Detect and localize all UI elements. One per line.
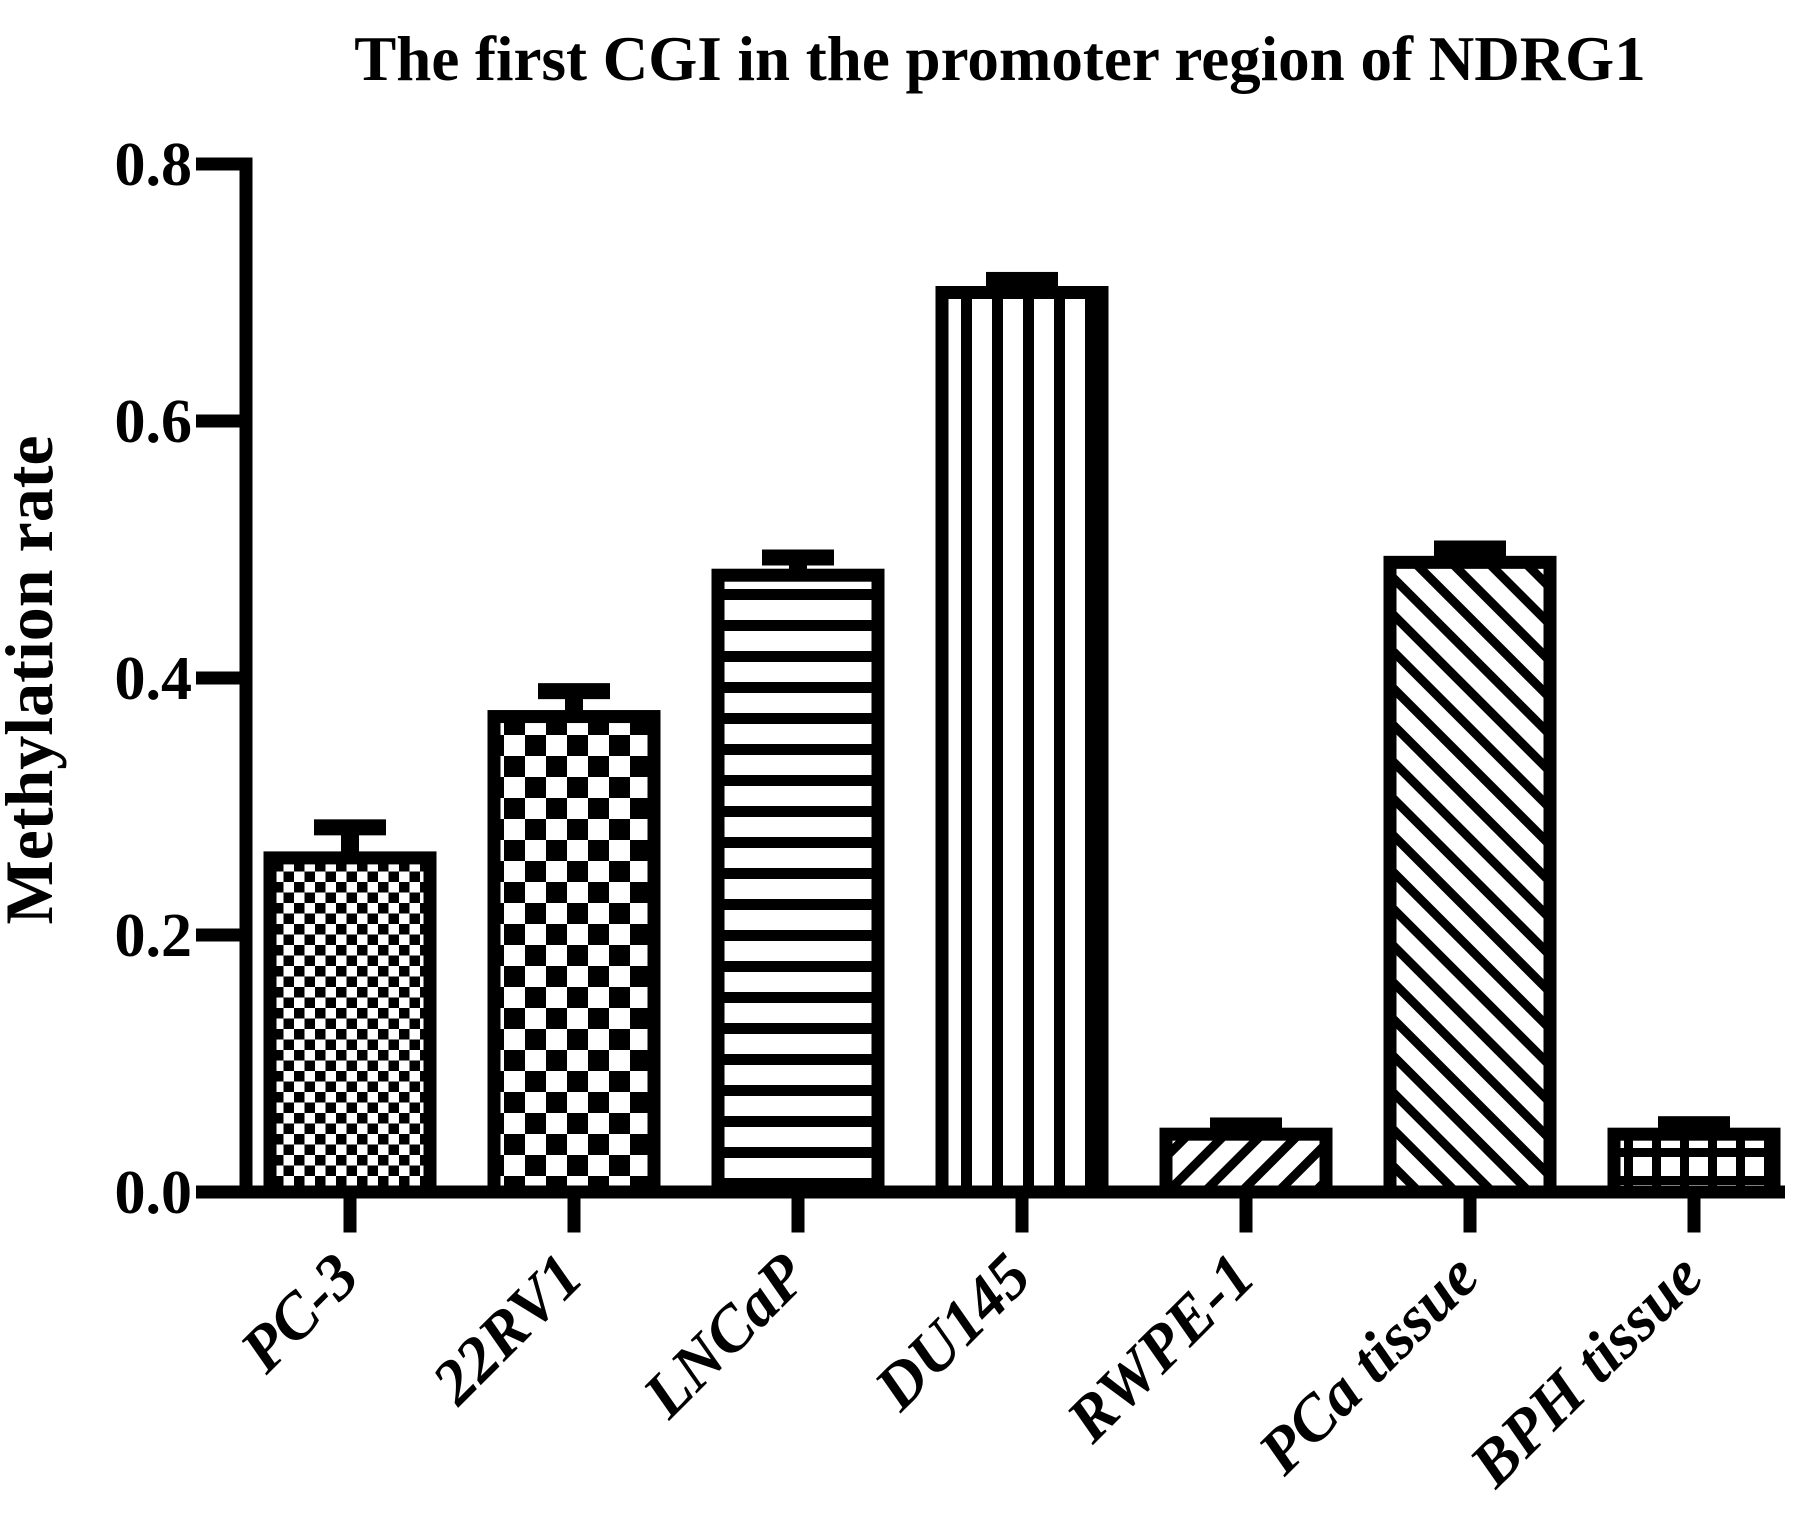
x-tick-label-BPH tissue: BPH tissue bbox=[1455, 1240, 1716, 1501]
y-tick-mark bbox=[196, 414, 246, 428]
x-tick-mark bbox=[1687, 1196, 1701, 1233]
error-bar-cap bbox=[986, 271, 1058, 288]
error-bar-cap bbox=[314, 819, 386, 836]
error-bar-cap bbox=[1434, 540, 1506, 557]
y-tick-label: 0.0 bbox=[115, 1159, 193, 1227]
x-tick-mark bbox=[1239, 1196, 1253, 1233]
y-tick-mark bbox=[196, 157, 246, 171]
error-bar-cap bbox=[1210, 1117, 1282, 1134]
bar-RWPE-1 bbox=[1159, 1127, 1333, 1199]
error-bar-stem bbox=[341, 831, 359, 864]
y-axis-label: Methylation rate bbox=[0, 435, 67, 924]
x-tick-label-PC-3: PC-3 bbox=[225, 1240, 371, 1386]
error-bars-group bbox=[314, 271, 1730, 1141]
bars-group bbox=[263, 286, 1781, 1199]
y-tick-label: 0.8 bbox=[115, 131, 193, 199]
bar-LNCaP bbox=[711, 568, 885, 1199]
x-tick-mark bbox=[1015, 1196, 1029, 1233]
x-tick-label-PCa tissue: PCa tissue bbox=[1244, 1240, 1492, 1488]
bar-DU145 bbox=[935, 286, 1109, 1199]
y-tick-group: 0.0 0.2 0.4 0.6 0.8 bbox=[115, 131, 246, 1227]
x-tick-mark bbox=[791, 1196, 805, 1233]
x-tick-label-RWPE-1: RWPE-1 bbox=[1052, 1240, 1268, 1456]
y-tick-mark bbox=[196, 1185, 246, 1199]
y-tick-label: 0.2 bbox=[115, 902, 193, 970]
error-bar-stem bbox=[1237, 1129, 1255, 1141]
bar-22RV1 bbox=[487, 710, 661, 1199]
error-bar-cap bbox=[1658, 1116, 1730, 1133]
x-tick-mark bbox=[1463, 1196, 1477, 1233]
chart-title: The first CGI in the promoter region of … bbox=[354, 24, 1645, 94]
error-bar-cap bbox=[538, 683, 610, 700]
bar-PCa tissue bbox=[1383, 555, 1557, 1199]
y-tick-mark bbox=[196, 671, 246, 685]
y-tick-mark bbox=[196, 928, 246, 942]
error-bar-cap bbox=[762, 549, 834, 566]
y-tick-label: 0.6 bbox=[115, 388, 193, 456]
x-tick-mark bbox=[567, 1196, 581, 1233]
bar-BPH tissue bbox=[1607, 1127, 1781, 1199]
error-bar-stem bbox=[789, 561, 807, 582]
y-tick-label: 0.4 bbox=[115, 645, 193, 713]
x-tick-label-22RV1: 22RV1 bbox=[418, 1240, 596, 1418]
error-bar-stem bbox=[565, 695, 583, 723]
bar-PC-3 bbox=[263, 851, 437, 1199]
error-bar-stem bbox=[1685, 1128, 1703, 1141]
x-tick-label-DU145: DU145 bbox=[860, 1240, 1044, 1424]
x-tick-mark bbox=[343, 1196, 357, 1233]
x-tick-label-LNCaP: LNCaP bbox=[628, 1239, 820, 1431]
